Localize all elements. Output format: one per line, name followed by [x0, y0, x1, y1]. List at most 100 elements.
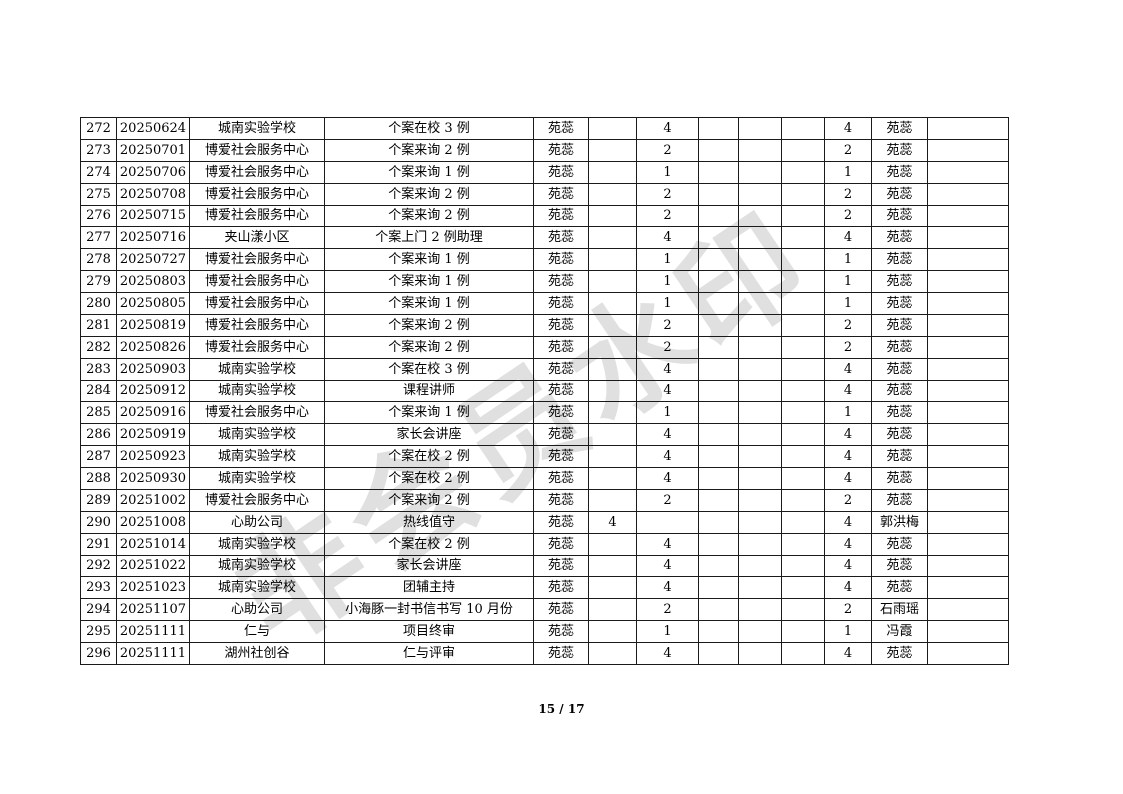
table-cell: 苑蕊	[533, 204, 589, 228]
table-cell	[698, 117, 739, 140]
table-cell: 277	[80, 226, 117, 250]
table-cell: 4	[824, 423, 872, 447]
table-cell	[781, 576, 825, 600]
table-cell: 4	[824, 510, 872, 534]
table-cell: 苑蕊	[871, 138, 928, 162]
table-cell: 苑蕊	[533, 292, 589, 315]
table-cell: 苑蕊	[533, 510, 589, 534]
table-cell	[588, 117, 637, 140]
table-cell: 苑蕊	[533, 576, 589, 600]
table-cell: 20250919	[116, 423, 190, 447]
table-cell: 20250706	[116, 160, 190, 184]
table-cell: 295	[80, 620, 117, 643]
table-cell: 团辅主持	[324, 576, 534, 600]
table-cell	[588, 554, 637, 578]
table-cell	[927, 510, 1009, 534]
table-row: 279 20250803 博爱社会服务中心 个案来询 1 例苑蕊 1 1 苑蕊	[80, 270, 1009, 293]
table-cell	[781, 204, 825, 228]
table-cell: 苑蕊	[533, 401, 589, 425]
table-cell: 城南实验学校	[189, 445, 325, 468]
table-cell: 20250923	[116, 445, 190, 468]
table-cell: 20250803	[116, 270, 190, 293]
table-cell: 20250912	[116, 379, 190, 403]
table-cell: 苑蕊	[871, 248, 928, 272]
table-cell	[738, 270, 782, 293]
table-cell	[698, 313, 739, 337]
table-cell	[927, 204, 1009, 228]
table-cell: 苑蕊	[871, 401, 928, 425]
table-cell: 个案上门 2 例助理	[324, 226, 534, 250]
table-cell	[738, 488, 782, 512]
table-cell: 288	[80, 467, 117, 490]
table-cell	[738, 248, 782, 272]
table-cell: 苑蕊	[533, 117, 589, 140]
table-cell	[927, 117, 1009, 140]
table-cell: 4	[824, 445, 872, 468]
table-cell	[698, 335, 739, 359]
table-row: 284 20250912 城南实验学校 课程讲师 苑蕊 4 4 苑蕊	[80, 379, 1009, 403]
table-cell: 20250727	[116, 248, 190, 272]
table-cell: 夹山漾小区	[189, 226, 325, 250]
table-cell: 291	[80, 532, 117, 556]
table-cell: 20250930	[116, 467, 190, 490]
table-row: 285 20250916 博爱社会服务中心 个案来询 1 例苑蕊 1 1 苑蕊	[80, 401, 1009, 425]
table-cell	[588, 226, 637, 250]
table-cell	[738, 445, 782, 468]
table-cell: 个案来询 2 例	[324, 204, 534, 228]
table-cell	[698, 204, 739, 228]
table-cell	[781, 335, 825, 359]
table-cell: 苑蕊	[533, 313, 589, 337]
table-cell: 苑蕊	[871, 445, 928, 468]
table-cell: 苑蕊	[533, 620, 589, 643]
table-cell	[698, 138, 739, 162]
table-cell: 4	[636, 357, 699, 381]
table-cell: 苑蕊	[871, 292, 928, 315]
table-cell: 博爱社会服务中心	[189, 248, 325, 272]
table-row: 289 20251002 博爱社会服务中心 个案来询 2 例苑蕊 2 2 苑蕊	[80, 488, 1009, 512]
table-cell	[588, 620, 637, 643]
table-cell	[927, 532, 1009, 556]
table-cell	[781, 160, 825, 184]
table-cell: 热线值守	[324, 510, 534, 534]
table-cell: 苑蕊	[871, 204, 928, 228]
table-cell: 苑蕊	[533, 248, 589, 272]
table-cell: 20250916	[116, 401, 190, 425]
table-row: 294 20251107 心助公司 小海豚一封书信书写 10 月份 苑蕊 2 2 石雨瑶	[80, 598, 1009, 622]
table-cell: 苑蕊	[533, 554, 589, 578]
table-cell: 个案来询 1 例	[324, 160, 534, 184]
table-cell: 2	[824, 488, 872, 512]
table-row: 276 20250715 博爱社会服务中心 个案来询 2 例苑蕊 2 2 苑蕊	[80, 204, 1009, 228]
table-cell	[588, 204, 637, 228]
table-cell: 城南实验学校	[189, 576, 325, 600]
table-cell	[927, 598, 1009, 622]
table-cell: 城南实验学校	[189, 117, 325, 140]
table-cell	[738, 642, 782, 665]
table-cell: 城南实验学校	[189, 379, 325, 403]
table-cell: 273	[80, 138, 117, 162]
table-cell	[927, 401, 1009, 425]
table-cell: 课程讲师	[324, 379, 534, 403]
table-cell	[738, 401, 782, 425]
table-cell	[738, 313, 782, 337]
table-cell: 20251002	[116, 488, 190, 512]
table-cell	[588, 467, 637, 490]
table-cell: 苑蕊	[871, 532, 928, 556]
table-cell	[698, 467, 739, 490]
table-cell: 家长会讲座	[324, 554, 534, 578]
table-cell: 1	[824, 248, 872, 272]
table-cell	[738, 226, 782, 250]
table-cell	[738, 510, 782, 534]
table-cell	[927, 379, 1009, 403]
table-cell: 苑蕊	[533, 598, 589, 622]
table-cell: 苑蕊	[533, 160, 589, 184]
table-cell: 项目终审	[324, 620, 534, 643]
table-cell: 20250903	[116, 357, 190, 381]
table-cell: 个案来询 1 例	[324, 401, 534, 425]
table-cell: 1	[636, 401, 699, 425]
table-row: 281 20250819 博爱社会服务中心 个案来询 2 例苑蕊 2 2 苑蕊	[80, 313, 1009, 337]
table-cell	[588, 488, 637, 512]
table-cell	[588, 357, 637, 381]
table-cell	[698, 620, 739, 643]
table-body: 272 20250624 城南实验学校 个案在校 3 例苑蕊 4 4 苑蕊 273 202507…	[80, 117, 1009, 665]
